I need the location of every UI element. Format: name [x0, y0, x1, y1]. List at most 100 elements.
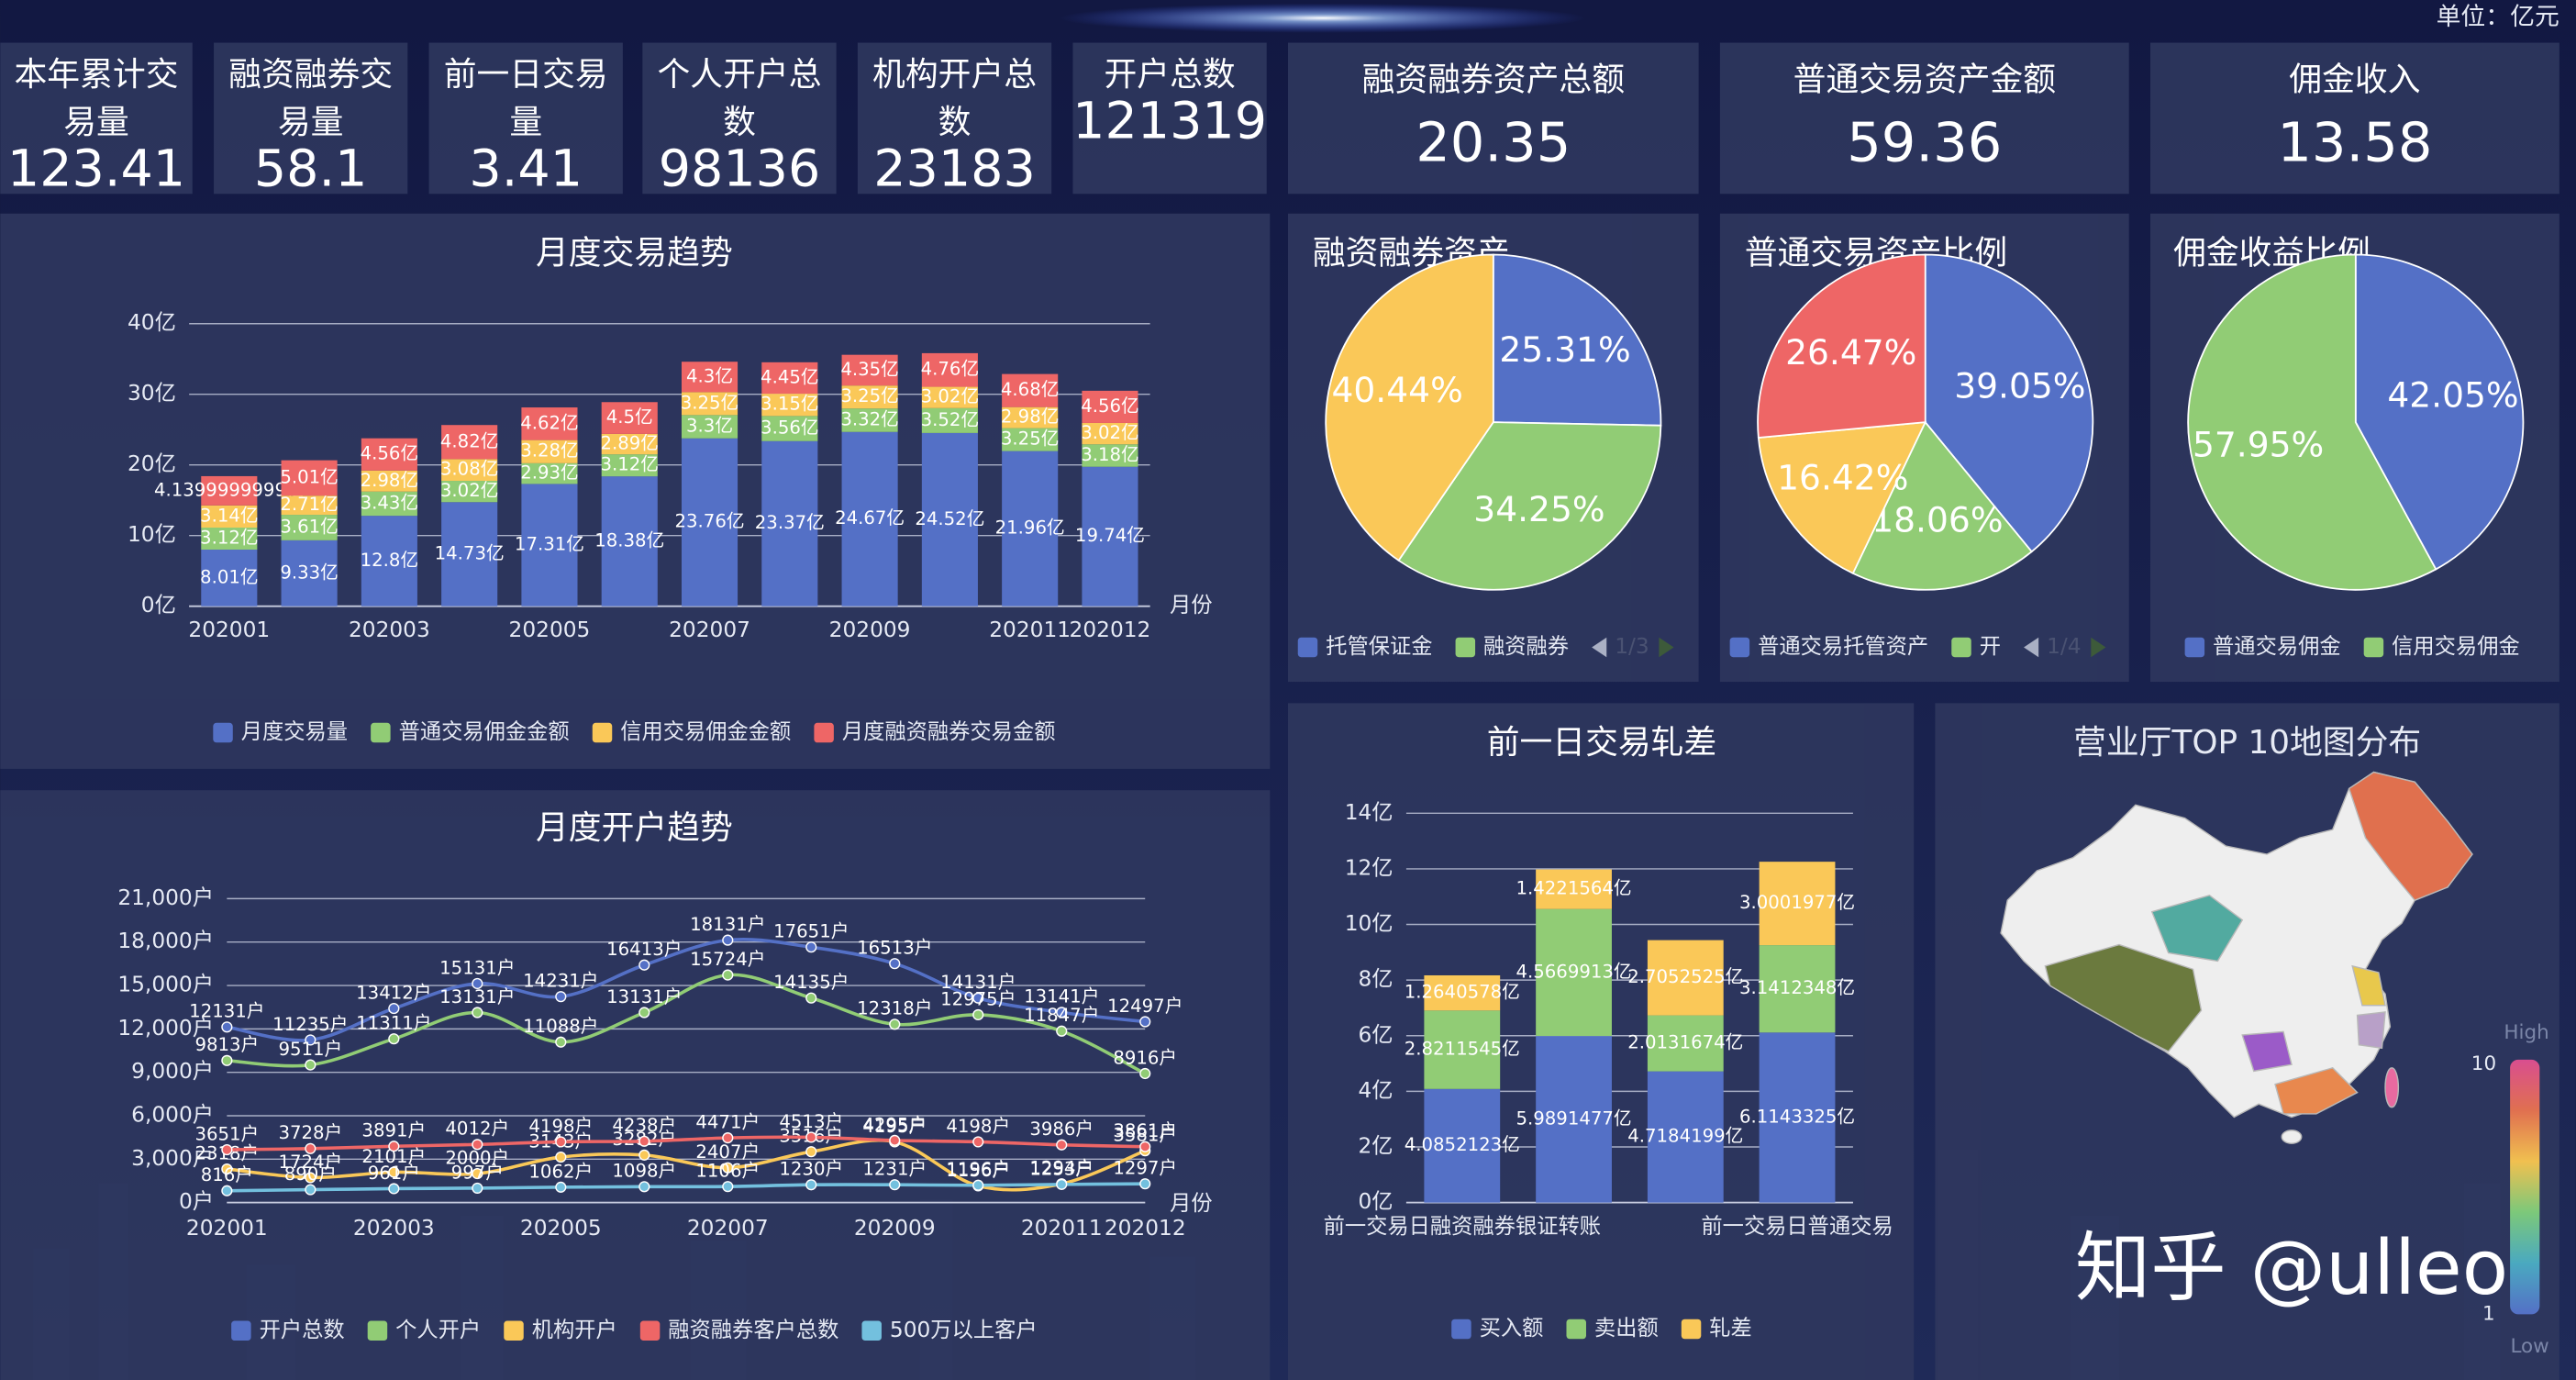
- bar: [1536, 1036, 1612, 1203]
- y-tick-label: 0亿: [1359, 1189, 1393, 1214]
- point: [221, 1163, 233, 1175]
- point: [221, 1185, 233, 1196]
- kpi-box: 佣金收入 13.58: [2277, 59, 2432, 172]
- value-label: 34.25%: [1473, 489, 1604, 529]
- value-label: 3728户: [278, 1122, 342, 1143]
- point: [1056, 1025, 1068, 1037]
- bar: [361, 491, 417, 517]
- x-tick-label: 202005: [520, 1216, 602, 1241]
- value-label: 13141户: [1024, 986, 1099, 1007]
- y-tick-label: 12亿: [1345, 855, 1393, 880]
- point: [638, 1149, 650, 1161]
- visual-map-high: High: [2504, 1021, 2548, 1044]
- legend-swatch: [592, 722, 613, 743]
- pie-slice: [1492, 253, 1662, 427]
- bar: [201, 527, 258, 551]
- value-label: 2.93亿: [520, 462, 579, 484]
- value-label: 4.35亿: [840, 359, 899, 380]
- bar: [841, 408, 898, 432]
- value-label: 18.38亿: [594, 529, 664, 551]
- value-label: 3.25亿: [840, 385, 899, 406]
- point: [972, 1136, 984, 1148]
- y-tick-label: 0亿: [141, 593, 176, 618]
- bar: [281, 515, 338, 540]
- value-label: 2407户: [695, 1141, 760, 1163]
- legend-label: 信用交易佣金金额: [620, 719, 791, 744]
- point: [388, 1183, 400, 1195]
- value-label: 23.76亿: [674, 511, 744, 532]
- value-label: 14131户: [940, 972, 1016, 993]
- bar: [281, 460, 338, 496]
- value-label: 3.28亿: [520, 440, 579, 462]
- point: [221, 1021, 233, 1033]
- y-tick-label: 4亿: [1359, 1078, 1393, 1103]
- kpi-label: 融资融券交易量: [228, 54, 394, 141]
- x-tick-label: 202011: [1021, 1216, 1103, 1241]
- bar: [361, 438, 417, 471]
- value-label: 4.82亿: [440, 430, 499, 451]
- value-label: 3.15亿: [761, 394, 819, 415]
- point: [555, 1151, 567, 1163]
- bar: [1759, 1032, 1836, 1203]
- point: [555, 1036, 567, 1048]
- legend-swatch: [1951, 637, 1971, 658]
- bar: [1002, 373, 1059, 407]
- bar: [1424, 1088, 1501, 1203]
- y-tick-label: 9,000户: [131, 1059, 214, 1084]
- bar: [841, 385, 898, 409]
- y-tick-label: 40亿: [128, 310, 176, 335]
- value-label: 997户: [451, 1162, 504, 1183]
- legend-label: 融资融券客户总数: [668, 1318, 838, 1342]
- value-label: 16413户: [606, 939, 682, 960]
- value-label: 4.56亿: [361, 443, 419, 464]
- bar: [1536, 908, 1612, 1037]
- point: [638, 1135, 650, 1147]
- legend-label: 个人开户: [395, 1318, 481, 1342]
- legend-label: 500万以上客户: [890, 1318, 1038, 1342]
- bar: [521, 484, 578, 607]
- legend-label: 轧差: [1709, 1316, 1752, 1341]
- value-label: 2.71亿: [280, 494, 339, 515]
- legend-pager-next: [1659, 637, 1674, 658]
- kpi: 本年累计交易量 123.41: [0, 43, 192, 194]
- bar: [921, 432, 978, 607]
- pie-slice: [1924, 253, 2094, 553]
- bar: [1647, 1071, 1724, 1203]
- bar: [601, 433, 658, 455]
- value-label: 14135户: [773, 972, 849, 993]
- value-label: 4195户: [862, 1116, 927, 1137]
- x-tick-label: 202009: [829, 618, 911, 642]
- value-label: 3.3亿: [686, 416, 733, 437]
- value-label: 3.0001977亿: [1739, 892, 1855, 913]
- point: [722, 1181, 734, 1193]
- value-label: 4.76亿: [921, 359, 980, 380]
- bar: [921, 386, 978, 408]
- value-label: 17.31亿: [515, 534, 584, 555]
- bar: [601, 454, 658, 477]
- legend-pager-prev: [1592, 637, 1607, 658]
- bar: [601, 402, 658, 434]
- bar: [1082, 444, 1138, 467]
- legend-pager-next: [2091, 637, 2106, 658]
- legend-pager-prev: [2024, 637, 2039, 658]
- point: [722, 969, 734, 981]
- bar: [761, 416, 818, 441]
- point: [1056, 1007, 1068, 1018]
- value-label: 3651户: [194, 1123, 259, 1144]
- point: [305, 1034, 316, 1046]
- chart-title: 月度交易趋势: [536, 235, 733, 273]
- value-label: 12975户: [940, 988, 1016, 1009]
- legend: 普通交易佣金 信用交易佣金: [2184, 634, 2520, 659]
- value-label: 1106户: [695, 1161, 760, 1182]
- kpi-value: 59.36: [1847, 109, 2003, 173]
- value-label: 24.67亿: [835, 507, 905, 529]
- value-label: 3.02亿: [440, 480, 499, 501]
- value-label: 3.61亿: [280, 516, 339, 537]
- kpi-value: 58.1: [253, 139, 368, 195]
- legend: 买入额 卖出额 轧差: [1451, 1316, 1752, 1341]
- kpi-value: 3.41: [469, 139, 583, 195]
- legend-label: 普通交易托管资产: [1758, 634, 1928, 659]
- y-tick-label: 21,000户: [117, 885, 214, 910]
